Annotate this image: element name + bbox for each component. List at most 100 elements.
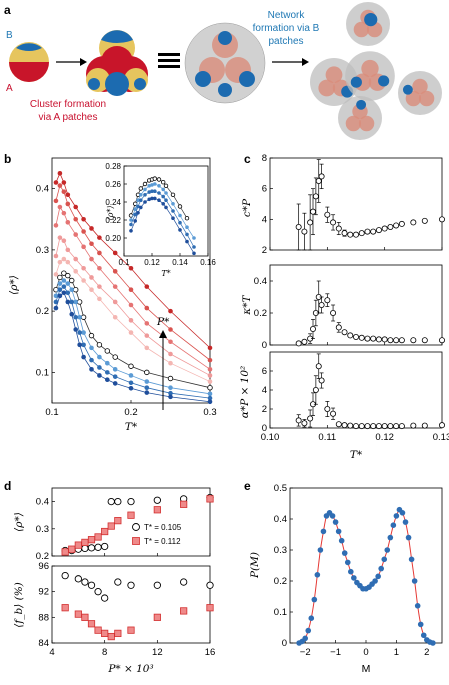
data-point [390, 522, 397, 528]
data-point [65, 201, 71, 207]
data-point [341, 329, 348, 336]
data-point-square [68, 545, 76, 553]
data-point [128, 380, 134, 386]
data-point-square [101, 527, 109, 536]
data-point-square [74, 610, 82, 618]
y-tick-label: 4 [262, 385, 267, 396]
data-point [157, 191, 161, 195]
data-point [384, 547, 391, 553]
data-point [309, 325, 316, 332]
data-point [139, 198, 143, 202]
panel-c-label: c [244, 152, 251, 166]
x-tick-label: 0.10 [261, 432, 280, 443]
data-point [398, 337, 405, 344]
data-point [358, 230, 365, 237]
panel-c: c 2 4 6 8 0 0.2 0.4 0 2 4 6 0.10 0.11 0.12 0.13 c*P κ*… [239, 152, 449, 461]
x-tick-label: 8 [102, 647, 107, 658]
y-tick-label: 0 [262, 340, 267, 351]
data-point [105, 370, 110, 375]
panel-b: b 0.1 0.2 0.3 0.4 0.1 0.2 0.3 ⟨ρ*⟩ T* P* 0.20 0… [4, 152, 217, 433]
data-point [65, 299, 71, 305]
data-point [112, 381, 118, 386]
data-point [128, 287, 134, 292]
y-tick-label: 0.24 [105, 198, 121, 207]
data-point [57, 235, 63, 240]
data-point [53, 272, 59, 277]
x-tick-label: 0.16 [200, 258, 216, 267]
data-point [112, 299, 118, 305]
data-point [207, 373, 213, 378]
data-point [72, 286, 79, 293]
data-point [97, 250, 102, 256]
data-point [61, 290, 67, 296]
x-tick-label: 0.12 [375, 432, 394, 443]
series-line [55, 286, 211, 399]
data-point-square [180, 607, 188, 615]
data-point [57, 274, 63, 281]
y-tick-label: 0.3 [36, 245, 49, 256]
data-point-circle [101, 542, 109, 551]
data-point-circle [94, 543, 102, 551]
legend-label-t0112: T* = 0.112 [144, 537, 181, 546]
legend-marker-t0105 [132, 523, 140, 531]
data-point [73, 314, 78, 320]
legend-marker-t0112 [132, 537, 140, 545]
panel-c2-frame [269, 264, 443, 346]
data-point [207, 345, 213, 351]
data-point [65, 247, 71, 253]
data-point [89, 226, 94, 231]
data-point [161, 194, 165, 199]
data-point-circle [81, 578, 89, 586]
network-caption-line3: patches [268, 36, 303, 47]
data-point-square [87, 620, 96, 628]
data-point [335, 225, 342, 232]
data-point [81, 354, 86, 360]
data-point-circle [101, 594, 109, 602]
x-tick-label: −2 [300, 647, 311, 658]
data-point-square [153, 613, 161, 621]
data-point [164, 205, 168, 210]
data-point [133, 219, 137, 223]
data-point [53, 223, 59, 228]
data-point [378, 565, 385, 572]
data-point [399, 510, 406, 516]
data-point [312, 386, 319, 393]
data-point [295, 417, 302, 424]
panel-b-label: b [4, 152, 11, 166]
data-point [307, 415, 314, 422]
data-point [307, 219, 314, 226]
y-tick-label: 88 [38, 612, 49, 623]
data-point [144, 379, 150, 384]
panel-d2-xlabel: P* × 10³ [107, 663, 153, 675]
data-point [168, 327, 173, 332]
data-point [150, 196, 154, 201]
data-point [358, 423, 365, 430]
data-point [344, 559, 351, 566]
data-point [105, 360, 110, 366]
x-tick-label: 0 [363, 647, 368, 658]
data-point-circle [87, 581, 96, 589]
data-point [142, 181, 148, 187]
data-point-square [127, 626, 135, 634]
data-point [352, 333, 359, 340]
y-tick-label: 0.3 [36, 524, 49, 535]
data-point [387, 534, 394, 541]
coarse-grained-cluster-icon [184, 22, 266, 104]
data-point-square [180, 500, 188, 508]
data-point [184, 215, 190, 221]
data-point [89, 275, 94, 280]
data-point [387, 423, 394, 430]
data-point-square [94, 533, 102, 541]
data-point [61, 189, 67, 194]
data-point [185, 225, 189, 229]
data-point [57, 259, 63, 265]
x-tick-label: 16 [205, 647, 216, 658]
data-point [133, 207, 137, 211]
data-point [393, 222, 400, 229]
data-point-square [74, 541, 82, 549]
data-point [438, 422, 445, 429]
data-point [381, 423, 388, 430]
data-point [69, 287, 75, 292]
data-point-circle [153, 581, 161, 589]
data-point [347, 422, 354, 429]
